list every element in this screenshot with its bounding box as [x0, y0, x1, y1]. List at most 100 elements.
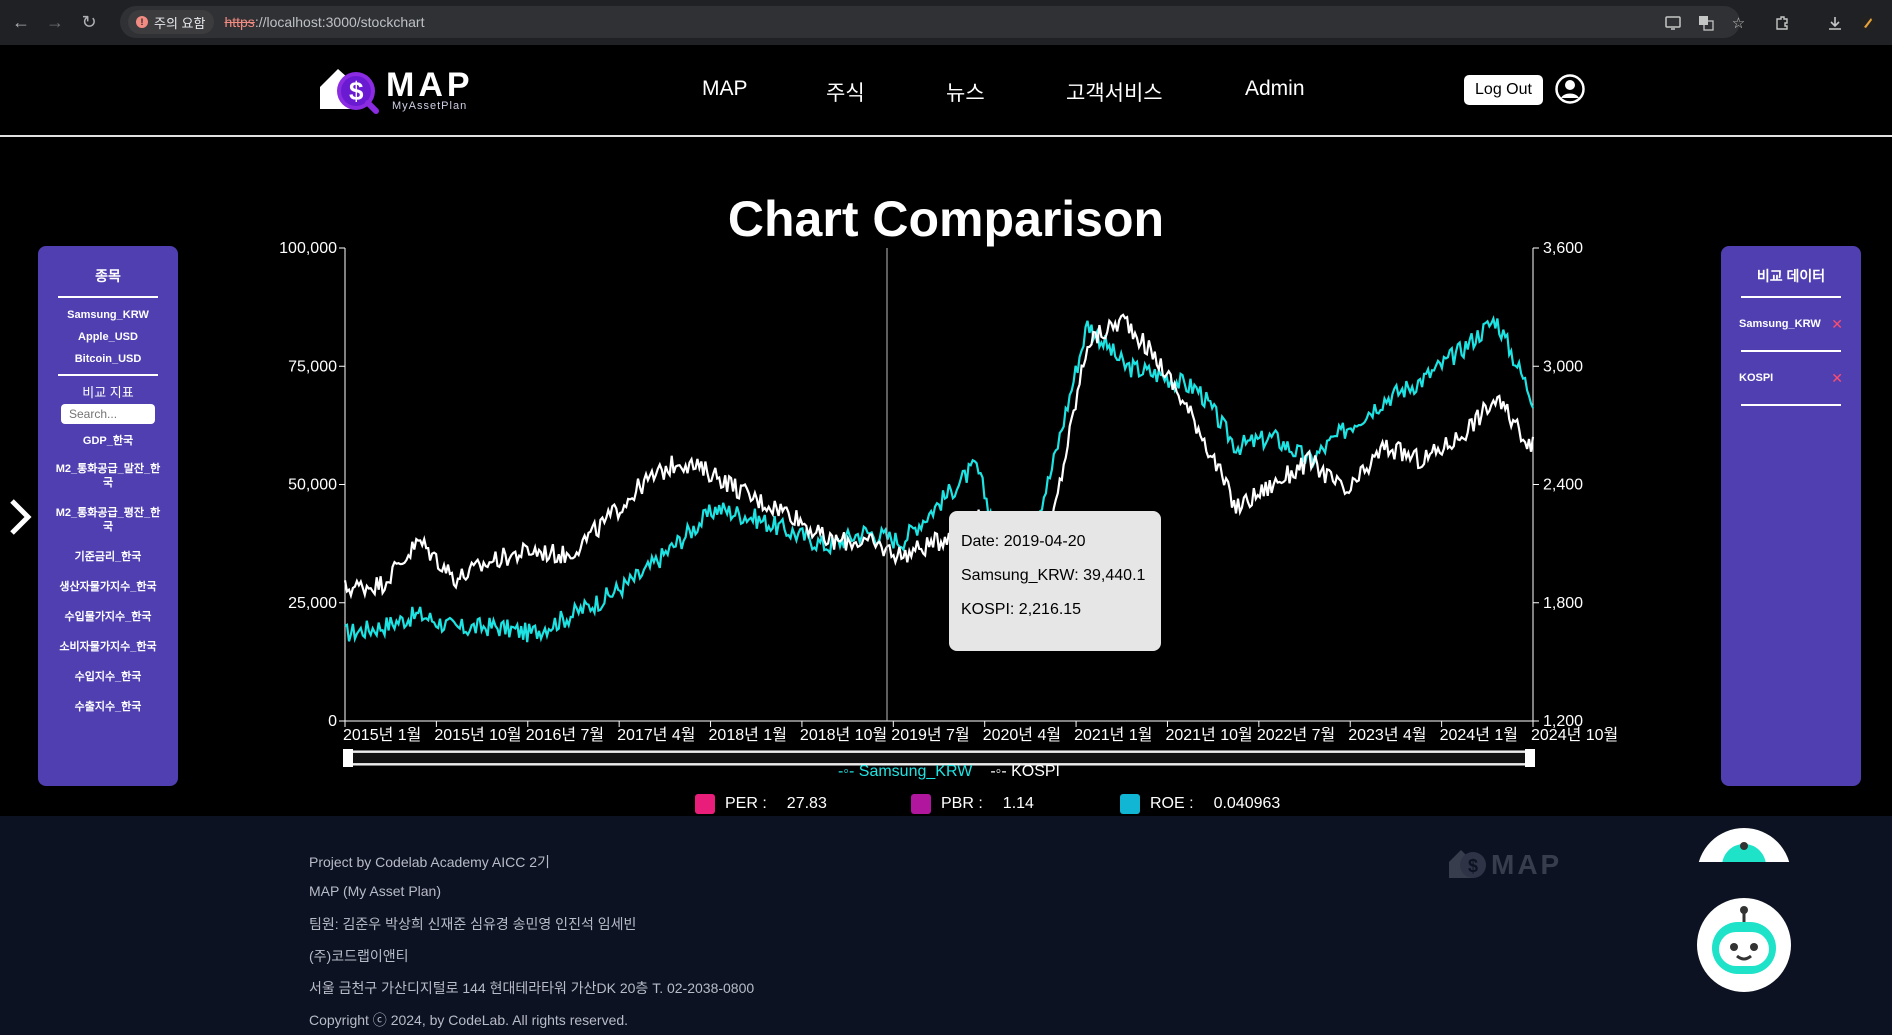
metric-label: PER : — [725, 795, 767, 812]
footer-line: Project by Codelab Academy AICC 2기 — [309, 854, 550, 870]
x-tick-label: 2020년 4월 — [983, 726, 1061, 744]
metrics-row: PER : 27.83 PBR : 1.14 ROE : 0.040963 — [0, 794, 1892, 816]
footer-logo: $ MAP — [1447, 844, 1581, 889]
x-tick-label: 2018년 10월 — [800, 726, 887, 744]
series-line-samsung_krw[interactable] — [344, 314, 1535, 644]
indicator-item[interactable]: 생산자물가지수_한국 — [59, 581, 157, 593]
browser-toolbar: ← → ↻ ! 주의 요함 https://localhost:3000/sto… — [0, 0, 1892, 45]
nav-admin[interactable]: Admin — [1245, 77, 1305, 100]
x-tick-label: 2017년 4월 — [617, 726, 695, 744]
indicator-item[interactable]: 수출지수_한국 — [74, 701, 142, 713]
comparison-chart[interactable]: 0 25,000 50,000 75,000 100,000 1,200 1,800 2,40… — [0, 0, 1892, 816]
remove-icon[interactable]: ✕ — [1831, 315, 1843, 332]
metric-pbr: PBR : 1.14 — [911, 794, 1034, 814]
page-title: Chart Comparison — [727, 191, 1165, 247]
series-line-kospi[interactable] — [343, 313, 1535, 603]
metric-per: PER : 27.83 — [695, 794, 827, 814]
footer-line: 팀원: 김준우 박상희 신재준 심유경 송민영 인진석 임세빈 — [309, 916, 637, 932]
metric-label: PBR : — [941, 795, 983, 812]
footer-line: 서울 금천구 가산디지털로 144 현대테라타워 가산DK 20층 T. 02-… — [309, 980, 755, 996]
logo-subtitle: MyAssetPlan — [392, 100, 468, 112]
cast-icon[interactable] — [1656, 7, 1689, 39]
per-swatch — [695, 794, 715, 814]
footer-line: (주)코드랩이앤티 — [309, 948, 409, 964]
compare-item-label: Samsung_KRW — [1739, 318, 1821, 330]
security-warning-chip[interactable]: ! 주의 요함 — [128, 10, 215, 34]
compare-item-samsung: Samsung_KRW ✕ — [1739, 310, 1843, 338]
y-left-tick-label: 0 — [328, 713, 337, 730]
url-path: ://localhost:3000/stockchart — [254, 14, 425, 30]
profile-avatar-icon[interactable] — [1851, 7, 1884, 39]
metric-value: 27.83 — [786, 795, 827, 812]
forward-icon[interactable]: → — [46, 12, 64, 32]
tooltip-samsung: Samsung_KRW: 39,440.1 — [961, 567, 1146, 584]
y-left-tick-label: 100,000 — [279, 240, 337, 257]
logo-house-icon: $ — [318, 65, 382, 115]
chart-legend: -◦- Samsung_KRW -◦- KOSPI — [838, 763, 1060, 781]
x-tick-label: 2023년 4월 — [1348, 726, 1426, 744]
x-tick-label: 2018년 1월 — [709, 726, 787, 744]
stock-item-apple[interactable]: Apple_USD — [78, 331, 138, 343]
indicator-item[interactable]: M2_통화공급_평잔_한국 — [55, 507, 161, 533]
indicator-item[interactable]: GDP_한국 — [82, 435, 134, 447]
download-icon[interactable] — [1818, 7, 1851, 39]
x-tick-label: 2019년 7월 — [891, 726, 969, 744]
divider — [58, 296, 158, 298]
security-warning-label: 주의 요함 — [154, 15, 206, 31]
address-bar[interactable]: ! 주의 요함 https://localhost:3000/stockchar… — [120, 6, 1740, 38]
nav-stocks[interactable]: 주식 — [826, 82, 865, 105]
legend-kospi-label: KOSPI — [1011, 763, 1060, 780]
remove-icon[interactable]: ✕ — [1831, 369, 1843, 386]
url-text[interactable]: https://localhost:3000/stockchart — [224, 14, 424, 30]
x-tick-label: 2021년 10월 — [1165, 726, 1252, 744]
warning-icon: ! — [136, 16, 148, 28]
y-left-tick-label: 50,000 — [288, 477, 337, 494]
footer-line: MAP (My Asset Plan) — [309, 883, 442, 899]
indicator-item[interactable]: 소비자물가지수_한국 — [59, 641, 157, 653]
divider — [1741, 404, 1841, 406]
chatbot-robot-icon[interactable] — [1697, 898, 1791, 992]
y-right-tick-label: 1,800 — [1543, 595, 1583, 612]
indicator-item[interactable]: M2_통화공급_말잔_한국 — [55, 463, 161, 489]
extensions-icon[interactable] — [1765, 7, 1798, 39]
translate-icon[interactable] — [1689, 7, 1722, 39]
compare-item-label: KOSPI — [1739, 372, 1774, 384]
indicator-item[interactable]: 기준금리_한국 — [74, 551, 142, 563]
indicator-item[interactable]: 수입물가지수_한국 — [64, 611, 152, 623]
reload-icon[interactable]: ↻ — [81, 12, 97, 32]
y-left-tick-label: 75,000 — [288, 358, 337, 375]
range-slider-inner — [347, 753, 1531, 763]
bookmark-star-icon[interactable]: ☆ — [1731, 14, 1746, 32]
divider — [58, 374, 158, 376]
indicator-search-input[interactable] — [61, 404, 155, 424]
chevron-right-icon[interactable] — [6, 497, 36, 537]
svg-text:$: $ — [349, 76, 364, 106]
compare-item-kospi: KOSPI ✕ — [1739, 364, 1843, 392]
url-protocol: https — [224, 14, 255, 30]
nav-customer-service[interactable]: 고객서비스 — [1066, 82, 1163, 105]
y-left-tick-label: 25,000 — [288, 595, 337, 612]
logout-button[interactable]: Log Out — [1464, 75, 1543, 105]
chatbot-peek-icon[interactable] — [1697, 828, 1791, 862]
app-header: $ MAP MyAssetPlan MAP 주식 뉴스 고객서비스 Admin … — [0, 45, 1892, 137]
metric-value: 1.14 — [1002, 795, 1034, 812]
logo[interactable]: $ MAP MyAssetPlan — [318, 65, 474, 115]
svg-text:$: $ — [1468, 856, 1478, 876]
stock-item-bitcoin[interactable]: Bitcoin_USD — [74, 353, 142, 365]
range-slider-right-handle[interactable] — [1525, 749, 1535, 767]
range-slider-left-handle[interactable] — [343, 749, 353, 767]
y-right-tick-label: 3,600 — [1543, 240, 1583, 257]
chart-tooltip: Date: 2019-04-20 Samsung_KRW: 39,440.1 K… — [949, 511, 1161, 651]
user-account-icon[interactable] — [1555, 74, 1585, 104]
nav-news[interactable]: 뉴스 — [946, 82, 985, 105]
nav-map[interactable]: MAP — [702, 77, 748, 100]
legend-samsung[interactable]: -◦- Samsung_KRW — [838, 763, 973, 780]
legend-samsung-label: Samsung_KRW — [858, 763, 973, 780]
metric-value: 0.040963 — [1213, 795, 1281, 812]
stock-item-samsung[interactable]: Samsung_KRW — [67, 309, 149, 321]
back-icon[interactable]: ← — [12, 12, 30, 32]
right-sidebar: 비교 데이터 Samsung_KRW ✕ KOSPI ✕ — [1721, 246, 1861, 786]
x-tick-label: 2016년 7월 — [526, 726, 604, 744]
legend-kospi[interactable]: -◦- KOSPI — [990, 763, 1060, 780]
indicator-item[interactable]: 수입지수_한국 — [74, 671, 142, 683]
